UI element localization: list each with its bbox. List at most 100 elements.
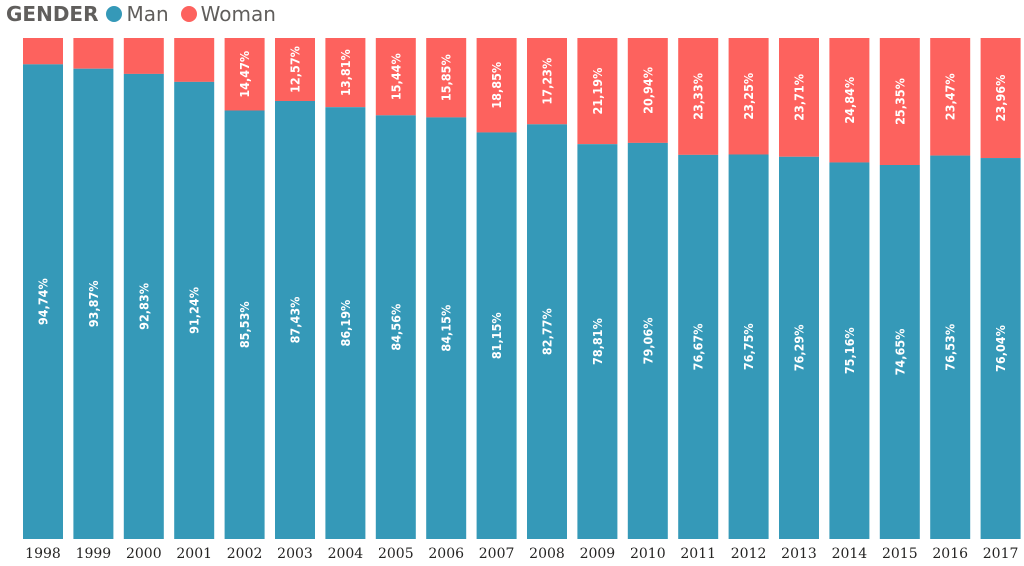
legend-item-man[interactable]: Man <box>106 2 169 26</box>
bar-woman-2012[interactable] <box>728 38 769 155</box>
bar-woman-2005[interactable] <box>375 38 416 116</box>
x-tick-label-2016: 2016 <box>932 546 968 562</box>
legend-item-woman[interactable]: Woman <box>180 2 276 26</box>
bar-woman-2014[interactable] <box>829 38 870 163</box>
legend-dot-man-icon <box>106 6 123 22</box>
bar-man-2011[interactable] <box>678 154 719 539</box>
data-label-woman-2008: 17,23% <box>540 58 555 105</box>
data-label-woman-2010: 20,94% <box>640 67 655 114</box>
x-tick-label-2017: 2017 <box>983 546 1019 562</box>
x-tick-label-2013: 2013 <box>781 546 817 562</box>
bar-woman-2006[interactable] <box>426 38 467 118</box>
x-tick-label-2005: 2005 <box>378 546 414 562</box>
data-label-man-2011: 76,67% <box>691 324 706 371</box>
data-label-man-1998: 94,74% <box>36 278 51 325</box>
x-tick-label-2002: 2002 <box>227 546 263 562</box>
x-tick-label-2011: 2011 <box>680 546 716 562</box>
bar-woman-2010[interactable] <box>627 38 668 143</box>
x-tick-label-2015: 2015 <box>882 546 918 562</box>
legend-title: GENDER <box>6 2 99 26</box>
data-label-woman-2016: 23,47% <box>943 73 958 120</box>
data-label-man-1999: 93,87% <box>86 280 101 327</box>
bar-woman-2004[interactable] <box>325 38 366 108</box>
x-tick-label-2006: 2006 <box>428 546 464 562</box>
bar-woman-2000[interactable] <box>123 38 164 74</box>
bar-woman-2001[interactable] <box>174 38 215 82</box>
data-label-man-2001: 91,24% <box>187 287 202 334</box>
data-label-man-2005: 84,56% <box>388 304 403 351</box>
bar-man-2013[interactable] <box>779 156 819 540</box>
data-label-man-2002: 85,53% <box>237 301 252 348</box>
x-tick-label-2012: 2012 <box>731 546 767 562</box>
data-label-woman-2013: 23,71% <box>792 74 807 121</box>
data-label-woman-2014: 24,84% <box>842 77 857 124</box>
data-label-man-2000: 92,83% <box>136 283 151 330</box>
bar-man-1998[interactable] <box>23 64 63 539</box>
data-label-woman-2009: 21,19% <box>590 68 605 115</box>
data-label-man-2016: 76,53% <box>943 324 958 371</box>
data-label-man-2010: 79,06% <box>640 318 655 365</box>
data-label-man-2003: 87,43% <box>288 297 303 344</box>
bar-man-1999[interactable] <box>73 68 114 540</box>
data-label-man-2015: 74,65% <box>892 329 907 376</box>
bar-man-2004[interactable] <box>325 107 366 539</box>
bar-woman-2017[interactable] <box>980 38 1021 159</box>
x-tick-label-2004: 2004 <box>328 546 364 562</box>
x-tick-label-2010: 2010 <box>630 546 666 562</box>
data-label-man-2008: 82,77% <box>540 308 555 355</box>
data-label-man-2009: 78,81% <box>590 318 605 365</box>
x-tick-label-2014: 2014 <box>832 546 868 562</box>
data-label-man-2004: 86,19% <box>338 300 353 347</box>
x-tick-label-2003: 2003 <box>277 546 313 562</box>
data-label-woman-2005: 15,44% <box>388 53 403 100</box>
bar-woman-1999[interactable] <box>73 38 114 69</box>
legend: GENDER Man Woman <box>6 0 288 28</box>
bar-man-2003[interactable] <box>275 100 315 539</box>
bar-man-2008[interactable] <box>527 124 567 539</box>
data-label-man-2017: 76,04% <box>993 325 1008 372</box>
data-label-man-2012: 76,75% <box>741 323 756 370</box>
x-tick-label-1998: 1998 <box>25 546 61 562</box>
data-label-woman-2011: 23,33% <box>691 73 706 120</box>
data-label-man-2014: 75,16% <box>842 327 857 374</box>
bar-woman-1998[interactable] <box>23 38 63 65</box>
data-label-woman-2012: 23,25% <box>741 73 756 120</box>
bar-man-2001[interactable] <box>174 81 215 539</box>
bar-woman-2008[interactable] <box>527 38 567 125</box>
bar-man-2015[interactable] <box>879 165 920 539</box>
bar-woman-2009[interactable] <box>577 38 618 145</box>
bar-man-2014[interactable] <box>829 162 870 539</box>
bar-woman-2002[interactable] <box>224 38 265 111</box>
data-label-woman-2007: 18,85% <box>489 62 504 109</box>
x-tick-label-2009: 2009 <box>580 546 616 562</box>
bar-woman-2016[interactable] <box>930 38 971 156</box>
bar-man-2007[interactable] <box>476 132 517 539</box>
data-label-woman-2017: 23,96% <box>993 75 1008 122</box>
bar-man-2006[interactable] <box>426 117 467 539</box>
data-label-man-2007: 81,15% <box>489 312 504 359</box>
data-label-woman-2015: 25,35% <box>892 78 907 125</box>
x-tick-label-2000: 2000 <box>126 546 162 562</box>
bar-man-2009[interactable] <box>577 144 618 539</box>
bar-man-2017[interactable] <box>980 158 1021 540</box>
data-label-man-2006: 84,15% <box>439 305 454 352</box>
bar-man-2010[interactable] <box>627 142 668 539</box>
x-tick-label-2008: 2008 <box>529 546 565 562</box>
data-label-woman-2002: 14,47% <box>237 51 252 98</box>
bar-woman-2013[interactable] <box>779 38 819 157</box>
data-label-woman-2004: 13,81% <box>338 49 353 96</box>
bar-man-2000[interactable] <box>123 73 164 540</box>
bar-man-2016[interactable] <box>930 155 971 539</box>
bar-woman-2003[interactable] <box>275 38 315 101</box>
data-label-woman-2003: 12,57% <box>288 46 303 93</box>
data-label-woman-2006: 15,85% <box>439 54 454 101</box>
data-label-man-2013: 76,29% <box>792 324 807 371</box>
bar-woman-2015[interactable] <box>879 38 920 165</box>
x-tick-label-1999: 1999 <box>76 546 112 562</box>
bar-man-2005[interactable] <box>375 115 416 539</box>
bar-man-2012[interactable] <box>728 154 769 540</box>
bar-woman-2007[interactable] <box>476 38 517 133</box>
bar-woman-2011[interactable] <box>678 38 719 155</box>
bar-man-2002[interactable] <box>224 110 265 540</box>
